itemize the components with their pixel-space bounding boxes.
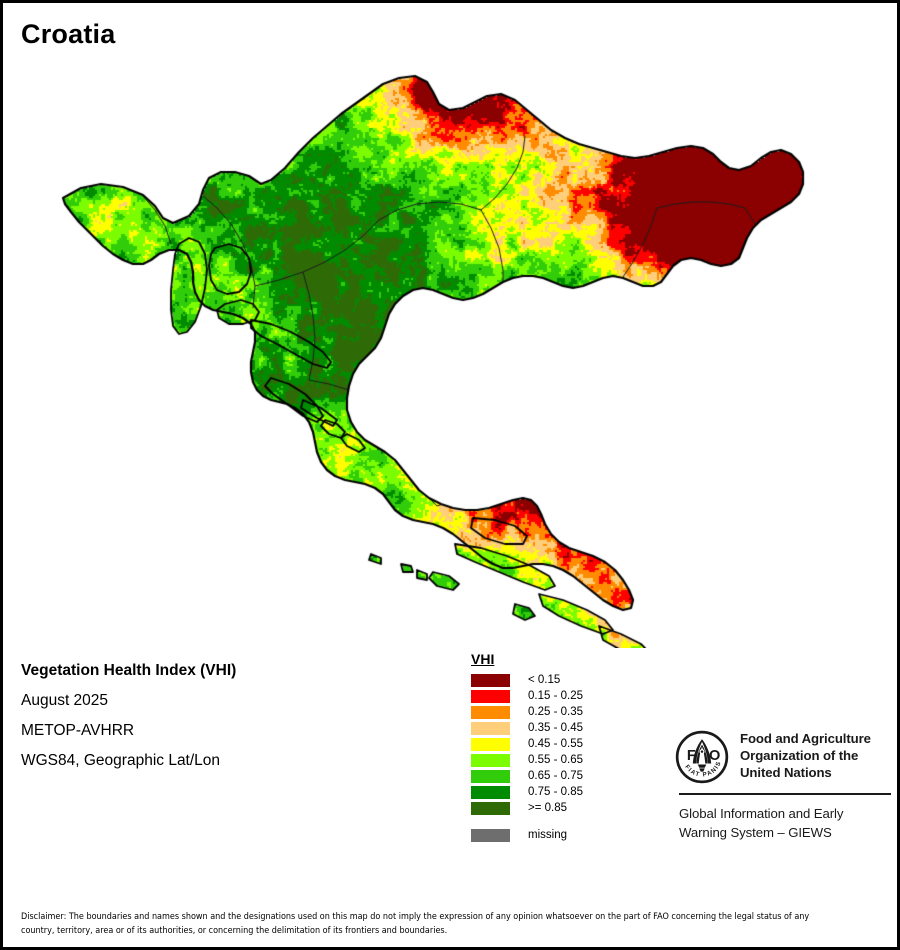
legend-item-label: 0.55 - 0.65 [528,753,583,766]
metadata-line-projection: WGS84, Geographic Lat/Lon [21,752,221,769]
legend-item-label: 0.75 - 0.85 [528,785,583,798]
giews-line: Warning System – GIEWS [679,825,832,840]
giews-line: Global Information and Early [679,806,844,821]
legend-item-label: 0.25 - 0.35 [528,705,583,718]
legend-swatch-icon [471,801,510,815]
metadata-line-sensor: METOP-AVHRR [21,722,135,739]
legend-swatch-icon [471,753,510,767]
fao-name-line: United Nations [740,765,832,780]
legend-swatch-icon [471,737,510,751]
vhi-raster-map[interactable] [3,48,897,648]
legend-item-label: 0.65 - 0.75 [528,769,583,782]
fao-name-line: Organization of the [740,748,859,763]
legend: VHI < 0.15 0.15 - 0.25 0.25 - 0.35 0.35 … [471,651,661,843]
page-title: Croatia [21,19,116,49]
legend-swatch-icon [471,705,510,719]
legend-item: 0.75 - 0.85 [471,784,661,800]
map-viewport[interactable] [3,48,897,648]
fao-organization-name: Food and Agriculture Organization of the… [740,730,871,781]
legend-swatch-icon [471,689,510,703]
map-metadata-block: Vegetation Health Index (VHI) August 202… [21,656,441,776]
legend-item-label: 0.35 - 0.45 [528,721,583,734]
legend-item: 0.35 - 0.45 [471,720,661,736]
legend-swatch-icon [471,785,510,799]
fao-name-line: Food and Agriculture [740,731,871,746]
legend-item: 0.55 - 0.65 [471,752,661,768]
legend-item: 0.65 - 0.75 [471,768,661,784]
legend-swatch-icon [471,769,510,783]
giews-label: Global Information and Early Warning Sys… [679,804,893,842]
legend-item: 0.25 - 0.35 [471,704,661,720]
legend-item-label: < 0.15 [528,673,561,686]
legend-item-missing: missing [471,827,661,843]
legend-swatch-icon [471,673,510,687]
legend-item: >= 0.85 [471,800,661,816]
legend-item: 0.15 - 0.25 [471,688,661,704]
fao-header: F O FIAT PANIS Food and Agriculture Orga… [675,730,893,784]
legend-item: < 0.15 [471,672,661,688]
metadata-line-index-name: Vegetation Health Index (VHI) [21,662,237,679]
fao-emblem-icon: F O FIAT PANIS [675,730,729,784]
legend-item-label: >= 0.85 [528,801,568,814]
legend-swatch-icon [471,721,510,735]
legend-title: VHI [471,651,495,667]
legend-item-label: 0.15 - 0.25 [528,689,583,702]
legend-item-label: 0.45 - 0.55 [528,737,583,750]
legend-item-label: missing [528,828,567,841]
legend-item: 0.45 - 0.55 [471,736,661,752]
svg-text:F: F [687,748,696,764]
legend-swatch-icon [471,828,510,842]
svg-text:O: O [709,748,720,764]
fao-branding-block: F O FIAT PANIS Food and Agriculture Orga… [675,730,893,842]
fao-divider [679,793,891,795]
metadata-line-period: August 2025 [21,692,109,709]
disclaimer-text: Disclaimer: The boundaries and names sho… [21,912,810,936]
